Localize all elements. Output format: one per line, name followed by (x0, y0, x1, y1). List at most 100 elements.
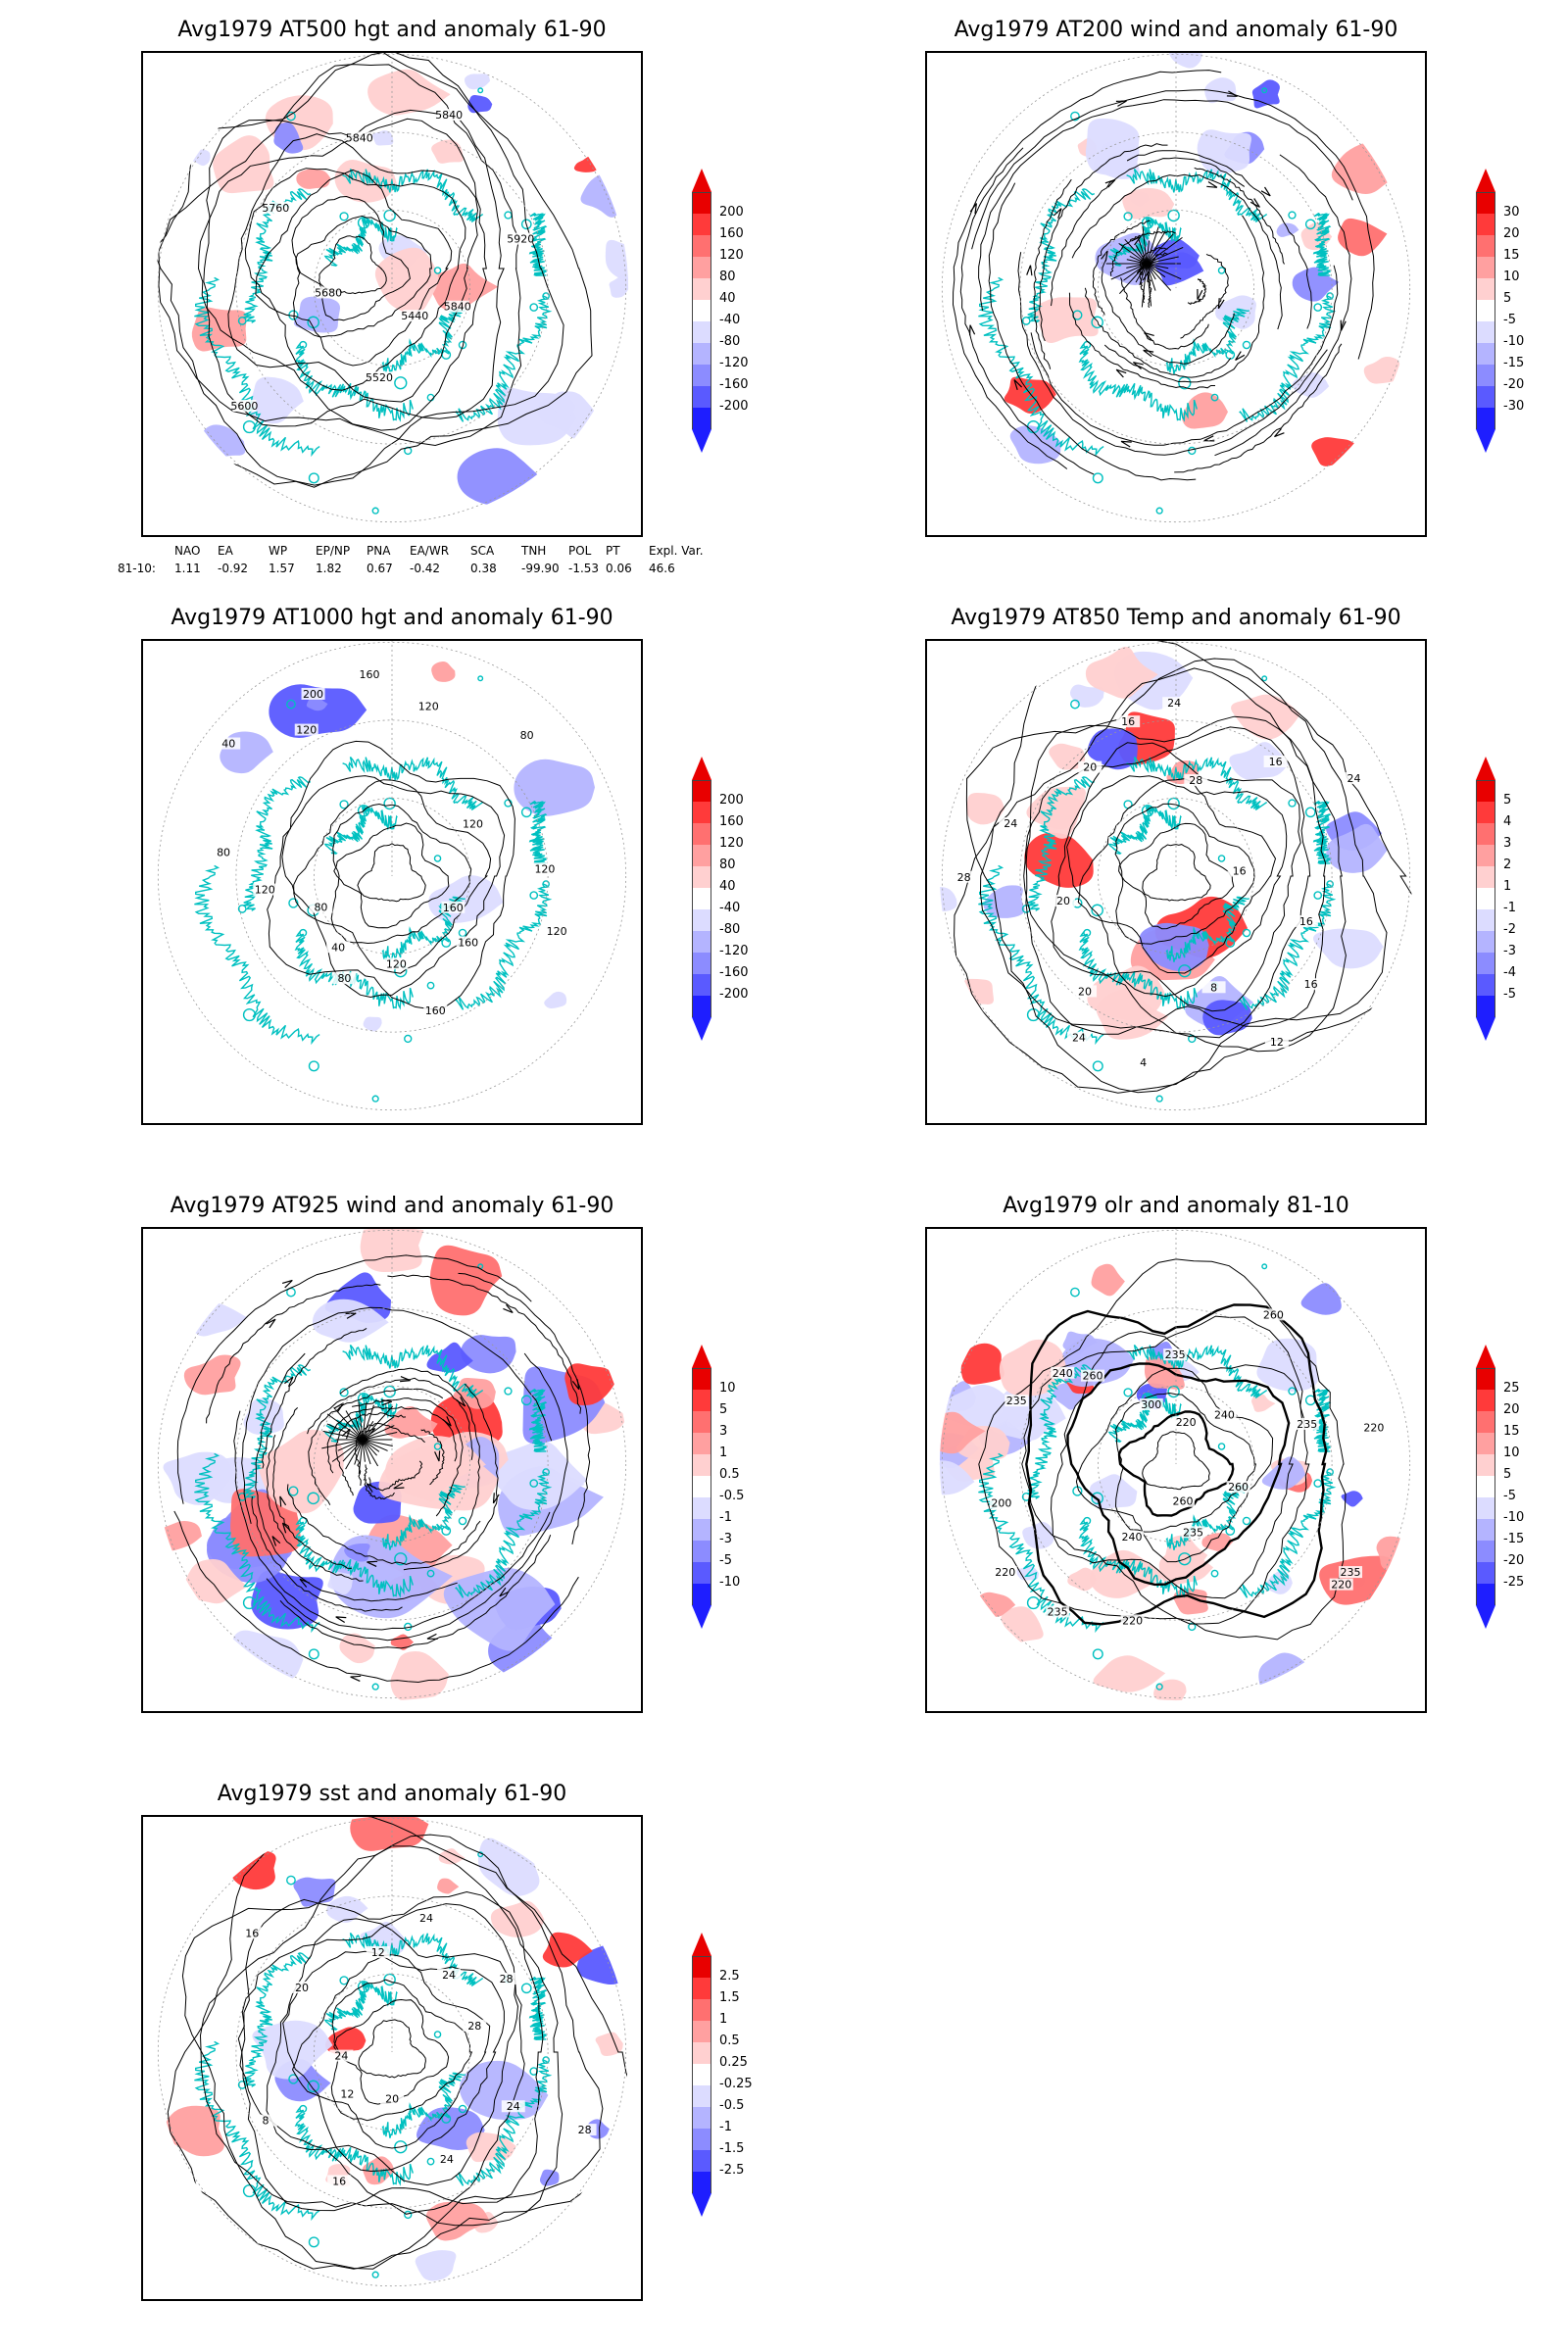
colorbar-segment (1476, 343, 1495, 365)
island-outline (458, 340, 467, 350)
island-outline (433, 267, 442, 274)
colorbar-segment (1476, 1368, 1495, 1390)
anomaly-patch (605, 239, 629, 281)
contour-label: 24 (334, 2050, 348, 2063)
colorbar-label: 160 (719, 814, 744, 829)
colorbar-label: -25 (1503, 1575, 1525, 1590)
contour-line (237, 1903, 525, 2215)
anomaly-patch (1168, 53, 1204, 69)
anomaly-patch (1204, 77, 1237, 104)
contour-label: 235 (1006, 1395, 1027, 1407)
contour-label: 20 (1083, 761, 1097, 774)
contour-label-bg (1051, 1366, 1075, 1379)
streamline-arrow (456, 1396, 466, 1407)
streamline (362, 1439, 371, 1465)
streamline-arrow (333, 1402, 344, 1413)
contour-label-bg (1263, 756, 1288, 768)
streamline-arrow (1250, 198, 1260, 208)
streamline (1146, 226, 1159, 265)
island-outline (371, 2271, 379, 2278)
streamline-arrow (442, 1416, 452, 1427)
contour-labels: 16 16 12 8 4 24 20 20 28 24 20 16 24 28 16 24 16 (952, 697, 1366, 1069)
island-outline (237, 2080, 247, 2089)
colorbar-label: -4 (1503, 965, 1516, 980)
streamline (1092, 220, 1151, 316)
colorbar-segment (692, 1454, 711, 1476)
streamline (266, 1435, 364, 1582)
latitude-circle (1019, 719, 1333, 1033)
island-outline (1123, 212, 1133, 221)
anomaly-patch (1197, 129, 1251, 173)
contour-label: 300 (1141, 1398, 1161, 1411)
island-outline (357, 1981, 370, 1993)
colorbar-segment (1476, 1584, 1495, 1605)
index-value: 46.6 (649, 562, 675, 575)
island-outline (1092, 1060, 1103, 1072)
contour-line (1050, 1331, 1302, 1599)
anomaly-patch (1038, 796, 1082, 839)
streamline (1119, 263, 1148, 295)
contour-label-bg (1294, 914, 1318, 927)
streamline-arrow (400, 1376, 411, 1383)
anomaly-patch (954, 978, 994, 1007)
contour-label: 5840 (435, 109, 463, 122)
contour-label-bg (456, 936, 480, 949)
contour-label: 28 (578, 2124, 592, 2136)
streamline (1214, 154, 1352, 457)
contour-label: 260 (1228, 1481, 1249, 1494)
colorbar-label: -3 (719, 1532, 732, 1546)
contour-line (318, 235, 387, 295)
contour-line (357, 843, 426, 903)
contour-label-bg (1066, 1031, 1091, 1044)
streamline-arrow (350, 1675, 362, 1682)
colorbar-segment (692, 1584, 711, 1605)
index-value: 0.38 (470, 562, 497, 575)
anomaly-patch (443, 1567, 556, 1651)
colorbar-label: -2 (1503, 922, 1516, 937)
anomaly-patch (477, 1838, 540, 1896)
colorbar-segment (1476, 1454, 1495, 1476)
streamline (1146, 236, 1183, 265)
streamline-arrow (1120, 440, 1132, 448)
contour-label: 8 (1210, 981, 1217, 994)
anomaly-patch (1022, 1521, 1054, 1549)
colorbar-tip-top (692, 169, 711, 192)
coastline-segment (1239, 295, 1337, 422)
contour-label: 24 (1167, 697, 1181, 710)
colorbar-segment (692, 300, 711, 321)
contour-label: 220 (995, 1566, 1015, 1579)
island-outline (1167, 209, 1180, 222)
colorbar-label: -200 (719, 987, 749, 1002)
coastline-segment (1026, 776, 1096, 911)
colorbar-label: 3 (719, 1424, 728, 1439)
coastline-segment (1165, 1484, 1250, 1550)
latitude-circle (1019, 1307, 1333, 1621)
anomaly-patch (425, 263, 499, 310)
colorbar: 200 160 120 80 40 -40 -80 -120 -160 -200 (692, 757, 770, 1041)
island-outline (426, 2157, 435, 2166)
contour-label-bg (212, 846, 236, 858)
colorbar-label: 2.5 (719, 1969, 740, 1984)
contour-label: 120 (296, 724, 317, 737)
anomaly-patch (966, 792, 1005, 825)
graticule (157, 641, 627, 1111)
colorbar-segment (692, 214, 711, 235)
colorbar: 10 5 3 1 0.5 -0.5 -1 -3 -5 -10 (692, 1345, 770, 1629)
contour-line (1021, 1315, 1310, 1625)
contour-label-bg (1139, 1398, 1163, 1411)
anomaly-shading (1004, 53, 1407, 466)
colorbar-segment (692, 278, 711, 300)
colorbar-label: -160 (719, 377, 749, 392)
contour-label-bg (423, 1004, 448, 1016)
streamline (362, 1439, 377, 1456)
contour-label-bg (1226, 1481, 1250, 1494)
island-outline (520, 807, 532, 818)
anomaly-patch (1338, 218, 1388, 257)
contour-label: 4 (1140, 1056, 1147, 1069)
colorbar-segment (692, 909, 711, 931)
contour-label-bg (232, 399, 257, 412)
coastline-segment (528, 1976, 548, 2040)
colorbar-label: -5 (1503, 313, 1516, 327)
contour-line (1118, 822, 1235, 930)
